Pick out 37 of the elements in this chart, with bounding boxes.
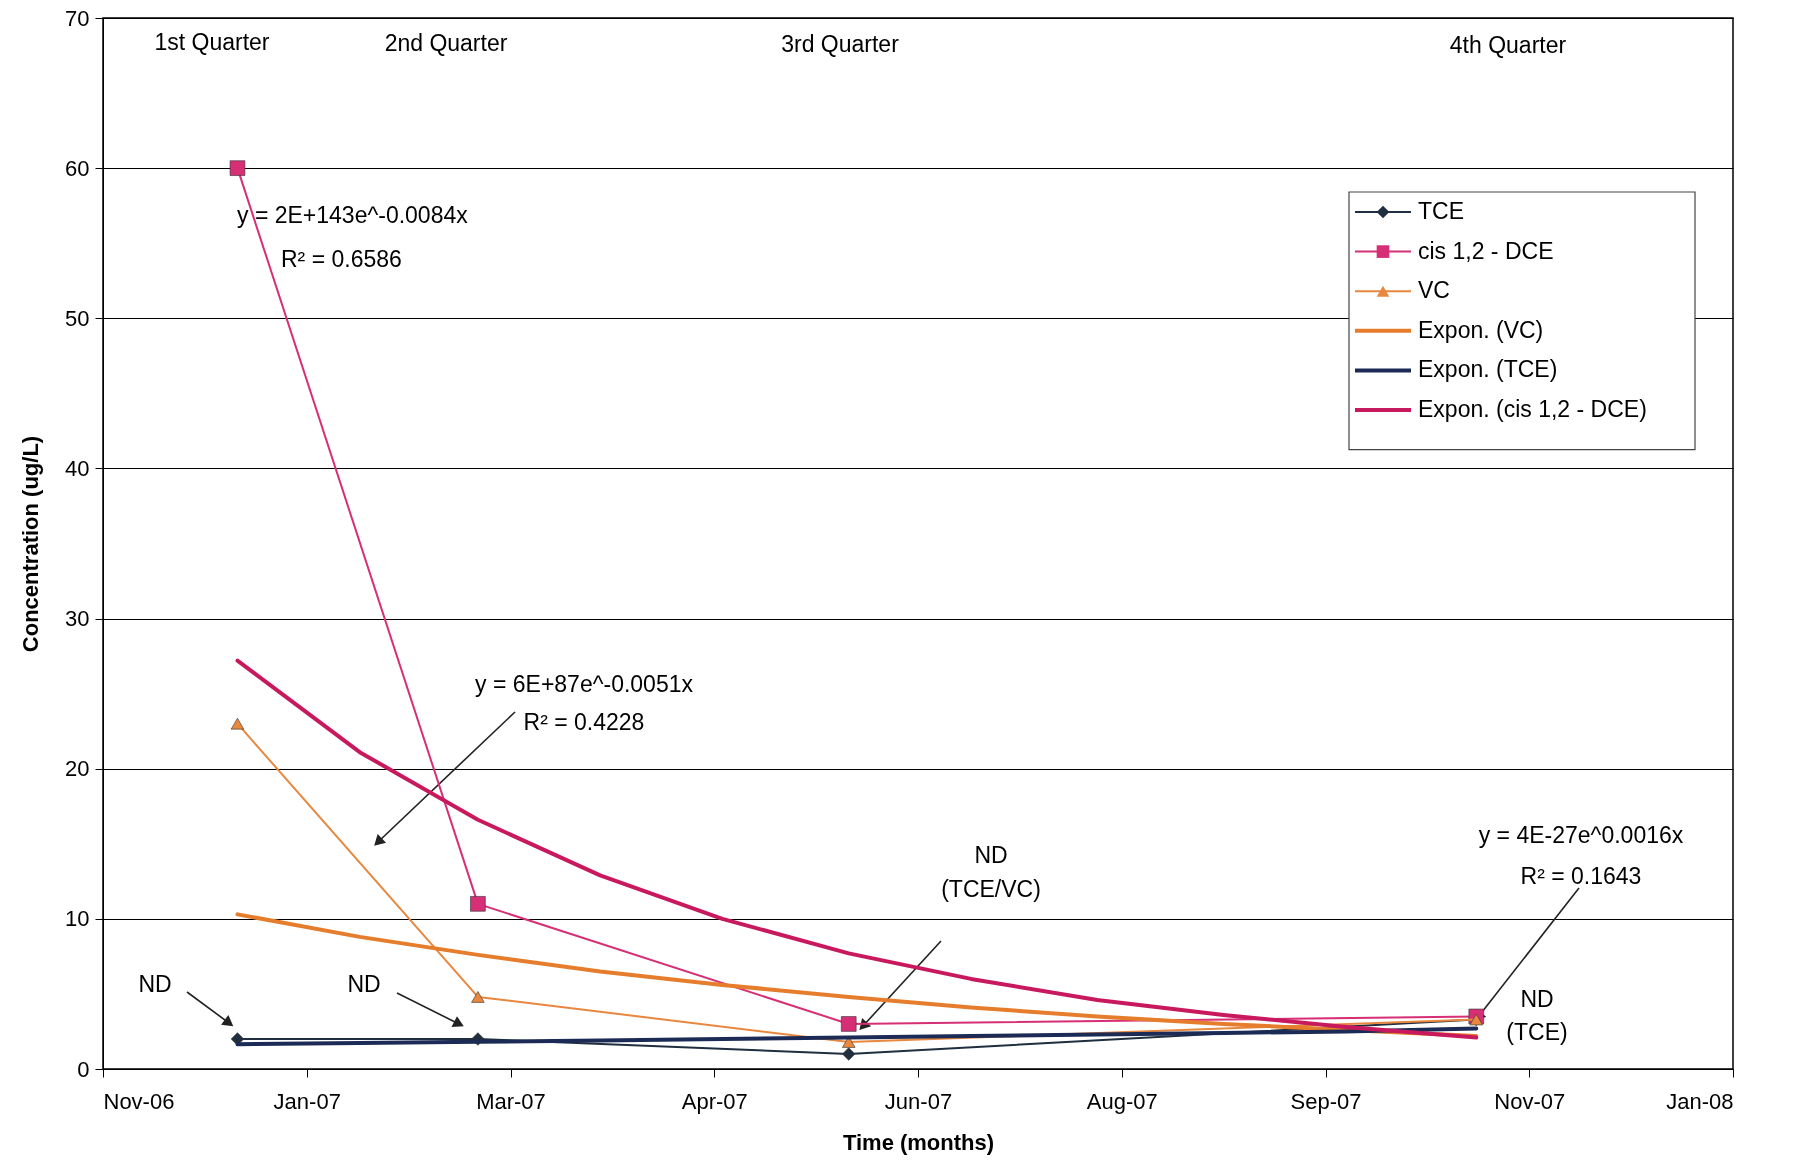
annotation: y = 2E+143e^-0.0084x R² = 0.6586 (237, 202, 469, 272)
x-tick-label: Jun-07 (884, 1088, 953, 1114)
y-tick-label: 60 (65, 155, 90, 181)
y-axis-title: Concentration (ug/L) (18, 435, 44, 653)
line-series (235, 658, 1479, 1040)
x-tick-label: Apr-07 (681, 1088, 748, 1114)
x-axis-title: Time (months) (842, 1129, 995, 1155)
y-tick-label: 30 (65, 606, 90, 632)
x-tick-label: Jan-07 (273, 1088, 341, 1114)
y-tick-label: 0 (77, 1056, 90, 1082)
x-tick-label: Mar-07 (476, 1088, 546, 1114)
y-tick-label: 50 (65, 305, 90, 331)
annotation: ND (347, 971, 381, 997)
y-tick-label: 10 (65, 906, 90, 932)
legend-label: Expon. (TCE) (1418, 356, 1558, 383)
annotation: 4th Quarter (1449, 32, 1567, 58)
annotation: y = 6E+87e^-0.0051x R² = 0.4228 (475, 671, 694, 735)
legend-label: Expon. (cis 1,2 - DCE) (1418, 396, 1647, 422)
legend-label: Expon. (VC) (1418, 316, 1544, 343)
x-tick-label: Aug-07 (1086, 1088, 1158, 1114)
annotation: 3rd Quarter (781, 31, 900, 57)
x-tick-label: Jan-08 (1666, 1088, 1734, 1114)
legend-label: TCE (1418, 198, 1464, 224)
y-tick-label: 20 (65, 756, 90, 782)
annotation: 1st Quarter (154, 29, 270, 55)
annotation: y = 4E-27e^0.0016x R² = 0.1643 (1478, 822, 1684, 889)
y-tick-label: 70 (65, 5, 90, 31)
legend-label: VC (1418, 277, 1450, 304)
annotation: ND (TCE/VC) (941, 842, 1041, 902)
annotation: ND (138, 971, 172, 997)
legend-label: cis 1,2 - DCE (1418, 237, 1554, 264)
x-tick-label: Nov-06 (103, 1088, 175, 1114)
y-tick-label: 40 (65, 455, 90, 481)
x-tick-label: Nov-07 (1494, 1088, 1566, 1114)
annotation: 2nd Quarter (384, 30, 508, 56)
x-tick-label: Sep-07 (1290, 1088, 1362, 1114)
annotation: ND (TCE) (1506, 986, 1568, 1045)
